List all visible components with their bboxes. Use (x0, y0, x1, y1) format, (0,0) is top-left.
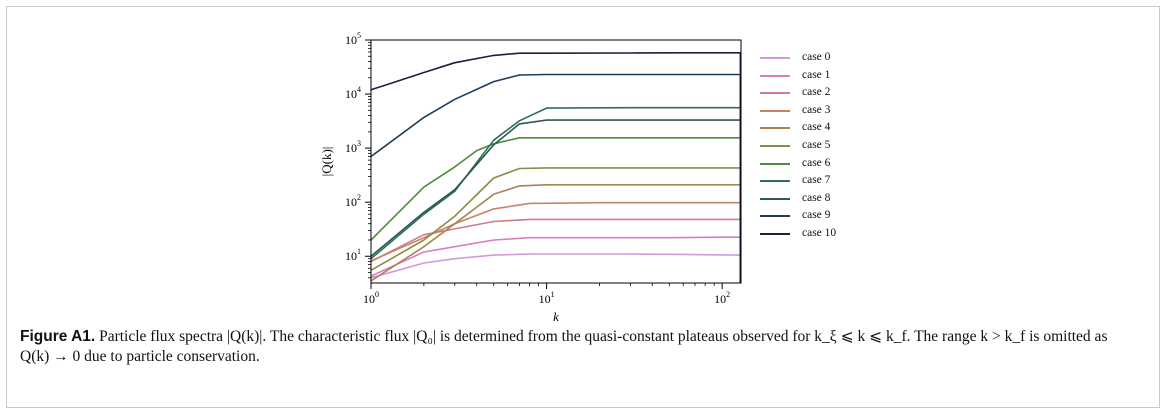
legend-label: case 0 (802, 51, 831, 63)
series-line-9 (370, 73, 741, 158)
series-line-10 (370, 52, 741, 91)
legend-item: case 2 (760, 85, 870, 99)
legend-swatch (760, 197, 790, 200)
series-line-4 (370, 184, 741, 282)
legend-label: case 8 (802, 191, 831, 204)
legend-label: case 6 (802, 156, 831, 169)
legend-swatch (760, 57, 790, 59)
legend-item: case 4 (760, 120, 870, 134)
series-line-1 (370, 236, 741, 277)
legend-item: case 9 (760, 208, 870, 222)
legend-swatch (760, 92, 790, 95)
series-line-6 (370, 137, 741, 241)
legend-swatch (760, 233, 790, 235)
x-axis-label: k (553, 309, 559, 324)
y-tick-label: 102 (345, 193, 361, 209)
series-line-0 (370, 253, 741, 279)
legend-label: case 4 (802, 121, 831, 134)
y-tick-label: 104 (345, 85, 361, 101)
legend-label: case 10 (802, 227, 837, 239)
legend-swatch (760, 180, 790, 183)
x-tick-label: 102 (714, 290, 730, 306)
y-tick-label: 103 (345, 139, 361, 155)
legend-item: case 6 (760, 156, 870, 170)
legend-item: case 1 (760, 68, 870, 82)
legend-item: case 3 (760, 103, 870, 117)
caption-label: Figure A1. (20, 328, 96, 345)
series-line-5 (370, 167, 741, 271)
legend-label: case 1 (802, 68, 831, 81)
legend-swatch (760, 215, 790, 218)
x-tick-label: 100 (363, 290, 379, 306)
caption-text: Particle flux spectra |Q(k)|. The charac… (20, 328, 1108, 365)
figure-frame (6, 6, 1160, 408)
legend-label: case 5 (802, 139, 831, 151)
series-line-8 (370, 119, 741, 257)
legend-swatch (760, 109, 790, 112)
legend-item: case 0 (760, 50, 870, 64)
legend-item: case 10 (760, 226, 870, 240)
y-tick-label: 101 (345, 247, 361, 263)
legend-item: case 5 (760, 138, 870, 152)
legend-item: case 8 (760, 191, 870, 205)
plot-frame (370, 39, 742, 284)
y-axis-label: |Q(k)| (319, 147, 334, 177)
legend-swatch (760, 145, 790, 147)
legend-label: case 3 (802, 103, 831, 116)
legend-label: case 2 (802, 86, 831, 99)
legend-swatch (760, 74, 790, 77)
legend-swatch (760, 127, 790, 130)
series-line-7 (370, 106, 741, 260)
legend-label: case 7 (802, 174, 831, 187)
figure-caption: Figure A1. Particle flux spectra |Q(k)|.… (20, 327, 1140, 367)
legend-label: case 9 (802, 209, 831, 222)
x-tick-label: 101 (539, 290, 555, 306)
legend-swatch (760, 162, 790, 165)
y-tick-label: 105 (345, 31, 361, 47)
legend-item: case 7 (760, 173, 870, 187)
